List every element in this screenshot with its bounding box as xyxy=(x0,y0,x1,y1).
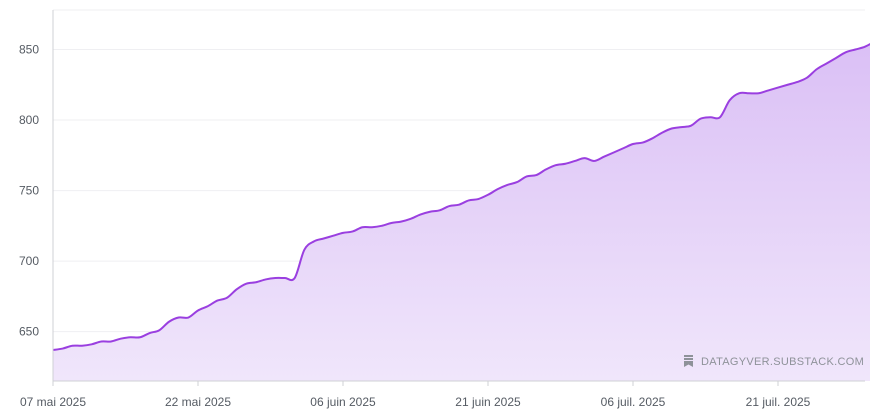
watermark-text: DATAGYVER.SUBSTACK.COM xyxy=(701,356,864,368)
substack-bookmark-icon xyxy=(684,355,693,367)
series-line xyxy=(52,42,870,351)
y-tick-label: 700 xyxy=(19,254,39,268)
x-tick-label: 21 juin 2025 xyxy=(455,395,521,409)
x-tick-label: 21 juil. 2025 xyxy=(746,395,811,409)
x-axis-tick-labels: 07 mai 2025 22 mai 2025 06 juin 2025 21 jui… xyxy=(20,395,811,409)
y-tick-label: 800 xyxy=(19,113,39,127)
series-area-layer xyxy=(52,42,870,381)
y-tick-label: 750 xyxy=(19,184,39,198)
x-tick-label: 22 mai 2025 xyxy=(165,395,231,409)
y-tick-label: 850 xyxy=(19,42,39,56)
y-tick-label: 650 xyxy=(19,325,39,339)
x-tick-label: 07 mai 2025 xyxy=(20,395,86,409)
x-tick-label: 06 juil. 2025 xyxy=(601,395,666,409)
y-axis-tick-labels: 650 700 750 800 850 xyxy=(19,42,39,338)
axes xyxy=(52,10,865,386)
x-tick-label: 06 juin 2025 xyxy=(310,395,376,409)
series-area-fill xyxy=(53,44,870,381)
watermark: DATAGYVER.SUBSTACK.COM xyxy=(684,355,864,368)
